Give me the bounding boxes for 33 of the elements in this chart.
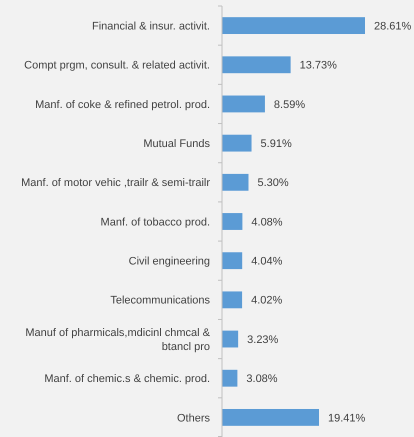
bar bbox=[222, 174, 248, 191]
y-tick-label: Manf. of coke & refined petrol. prod. bbox=[35, 98, 210, 111]
y-tick-label: Manf. of motor vehic ,trailr & semi-trailr bbox=[21, 177, 210, 190]
bar bbox=[222, 252, 242, 270]
y-tick-label: Others bbox=[176, 412, 210, 424]
data-label: 4.04% bbox=[251, 256, 283, 268]
bar bbox=[222, 213, 242, 230]
data-label: 13.73% bbox=[300, 60, 338, 72]
bar bbox=[222, 370, 238, 387]
data-label: 5.91% bbox=[260, 138, 292, 150]
bar bbox=[222, 408, 320, 426]
data-label: 28.61% bbox=[374, 20, 412, 32]
data-label: 3.08% bbox=[246, 373, 278, 386]
data-label: 4.08% bbox=[251, 216, 283, 228]
data-label: 4.02% bbox=[251, 294, 282, 307]
y-tick-label: Manf. of tobacco prod. bbox=[100, 216, 210, 228]
bar bbox=[222, 17, 365, 34]
y-tick-label: Mutual Funds bbox=[143, 138, 210, 150]
bar bbox=[222, 134, 252, 152]
bar bbox=[222, 56, 291, 74]
data-label: 19.41% bbox=[328, 412, 366, 424]
data-label: 8.59% bbox=[274, 98, 306, 111]
data-label: 3.23% bbox=[247, 334, 279, 346]
y-tick-label: Telecommunications bbox=[110, 294, 210, 307]
bar bbox=[222, 96, 265, 112]
data-label: 5.30% bbox=[257, 177, 289, 190]
bar bbox=[222, 330, 238, 348]
y-tick-label: Financial & insur. activit. bbox=[92, 20, 210, 32]
y-tick-label: Civil engineering bbox=[128, 256, 210, 268]
y-tick-label: Manf. of chemic.s & chemic. prod. bbox=[44, 373, 210, 386]
y-tick-label: Manuf of pharmicals,mdicinl chmcal & btancl pro bbox=[25, 326, 211, 353]
y-tick-label: Compt prgm, consult. & related activit. bbox=[24, 60, 210, 72]
bar bbox=[222, 291, 242, 308]
